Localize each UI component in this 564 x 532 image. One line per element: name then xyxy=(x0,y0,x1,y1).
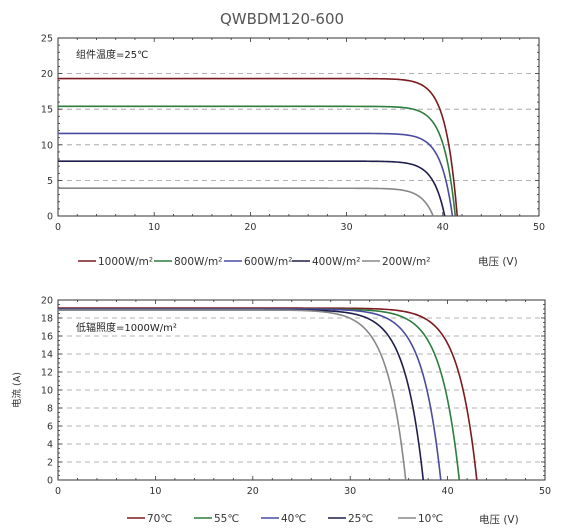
chart-annotation: 低辐照度=1000W/m² xyxy=(76,321,177,334)
legend-label: 400W/m² xyxy=(312,256,360,268)
x-axis-label: 电压 (V) xyxy=(478,255,518,268)
plot-frame xyxy=(57,37,540,217)
legend-label: 55℃ xyxy=(214,513,239,525)
plot-frame xyxy=(57,299,546,481)
series-line xyxy=(58,307,478,481)
legend-label: 600W/m² xyxy=(244,256,292,268)
x-axis-label: 电压 (V) xyxy=(479,513,519,526)
x-tick-label: 50 xyxy=(539,486,551,497)
y-tick-label: 20 xyxy=(41,69,53,80)
y-tick-label: 0 xyxy=(47,212,53,223)
x-tick-label: 20 xyxy=(247,486,259,497)
y-tick-label: 5 xyxy=(47,176,53,187)
y-tick-label: 10 xyxy=(41,140,53,151)
y-tick-label: 0 xyxy=(47,476,53,487)
x-tick-label: 10 xyxy=(149,486,161,497)
x-tick-label: 30 xyxy=(344,486,356,497)
x-tick-label: 10 xyxy=(148,222,160,233)
y-axis-label: 电流 (A) xyxy=(11,372,23,408)
y-tick-label: 6 xyxy=(47,422,53,433)
x-tick-label: 30 xyxy=(341,222,353,233)
x-tick-label: 40 xyxy=(442,486,454,497)
y-tick-label: 12 xyxy=(41,368,53,379)
x-tick-label: 40 xyxy=(437,222,449,233)
iv-chart-irradiance: 0 5 10 15 20 25 0 10 20 30 40 50 组件温度=25℃ 1000W/m² 800… xyxy=(41,34,545,269)
y-tick-label: 18 xyxy=(41,314,53,325)
chart-annotation: 组件温度=25℃ xyxy=(76,48,148,61)
y-tick-label: 8 xyxy=(47,404,53,415)
legend-label: 25℃ xyxy=(348,513,373,525)
series-line xyxy=(58,132,454,217)
legend-label: 70℃ xyxy=(147,513,172,525)
x-tick-label: 0 xyxy=(55,486,61,497)
legend-label: 1000W/m² xyxy=(98,256,153,268)
y-tick-label: 14 xyxy=(41,350,53,361)
y-tick-label: 4 xyxy=(47,440,53,451)
legend-label: 40℃ xyxy=(281,513,306,525)
series-line xyxy=(58,105,457,217)
x-tick-label: 0 xyxy=(55,222,61,233)
series-line xyxy=(58,309,407,481)
iv-chart-temperature: 0 2 4 6 8 10 12 14 16 18 20 0 10 20 30 40 50 低辐照度=1000W/m… xyxy=(11,296,551,527)
x-tick-label: 50 xyxy=(533,222,545,233)
chart-title: QWBDM120-600 xyxy=(220,10,344,28)
series-line xyxy=(58,77,459,217)
legend-label: 10℃ xyxy=(418,513,443,525)
series-line xyxy=(58,309,425,481)
y-tick-label: 25 xyxy=(41,34,53,45)
y-tick-label: 16 xyxy=(41,332,53,343)
y-tick-label: 10 xyxy=(41,386,53,397)
legend-label: 800W/m² xyxy=(174,256,222,268)
legend-label: 200W/m² xyxy=(382,256,430,268)
series-line xyxy=(58,308,461,481)
series-line xyxy=(58,160,446,217)
x-tick-label: 20 xyxy=(244,222,256,233)
y-tick-label: 2 xyxy=(47,458,53,469)
y-tick-label: 15 xyxy=(41,105,53,116)
series-line xyxy=(58,187,434,217)
series-line xyxy=(58,308,442,481)
y-tick-label: 20 xyxy=(41,296,53,307)
